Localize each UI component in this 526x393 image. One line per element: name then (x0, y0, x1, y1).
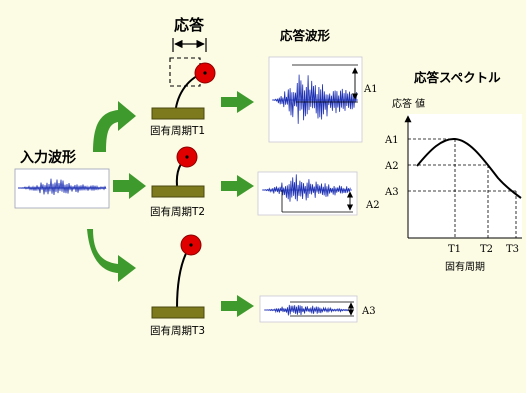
amplitude-label-a1: A1 (363, 84, 378, 95)
oscillator-t2 (152, 147, 204, 197)
green-arrow-down (87, 229, 136, 282)
spectrum-x-axis-label: 固有周期 (445, 260, 485, 273)
y-tick-a1: A1 (384, 135, 399, 146)
green-arrow-right-t2 (221, 175, 254, 197)
x-tick-t2: T2 (480, 244, 493, 255)
response-spectrum-title: 応答スペクトル (414, 70, 501, 85)
y-tick-a2: A2 (384, 161, 399, 172)
x-tick-t1: T1 (448, 244, 461, 255)
response-title: 応答 (174, 16, 205, 34)
spectrum-y-axis-label: 応答 値 (392, 97, 425, 110)
period-label-t1: 固有周期T1 (150, 124, 205, 137)
period-label-t3: 固有周期T3 (150, 324, 205, 337)
response-dimension-arrow (173, 38, 206, 52)
input-wave-label: 入力波形 (20, 149, 76, 166)
oscillator-t1 (152, 58, 215, 119)
amplitude-label-a2: A2 (365, 200, 380, 211)
x-tick-t3: T3 (506, 244, 519, 255)
oscillator-t3 (152, 235, 204, 318)
base-t1 (152, 108, 204, 119)
base-t3 (152, 307, 204, 318)
green-arrow-right-middle (113, 173, 146, 199)
green-arrow-right-t1 (221, 91, 254, 113)
period-label-t2: 固有周期T2 (150, 205, 205, 218)
green-arrow-up (93, 101, 136, 152)
response-wave-label: 応答波形 (280, 28, 331, 43)
green-arrow-right-t3 (221, 295, 254, 317)
base-t2 (152, 186, 204, 197)
amplitude-label-a3: A3 (361, 306, 376, 317)
spectrum-plot-area (408, 114, 522, 238)
y-tick-a3: A3 (384, 187, 399, 198)
